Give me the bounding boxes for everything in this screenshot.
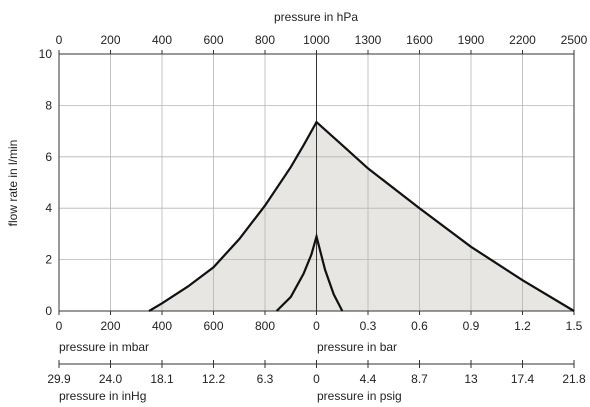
y-tick-label: 0 (45, 304, 52, 318)
inhg-tick-label: 6.3 (257, 372, 274, 386)
top-tick-label: 1000 (303, 33, 330, 47)
bar-tick-label: 1.2 (514, 319, 531, 333)
psig-tick-label: 4.4 (360, 372, 377, 386)
top-tick-label: 1300 (355, 33, 382, 47)
top-tick-label: 2500 (561, 33, 588, 47)
y-tick-label: 8 (45, 98, 52, 112)
psig-tick-label: 21.8 (562, 372, 586, 386)
mbar-tick-label: 600 (203, 319, 223, 333)
top-tick-label: 1900 (458, 33, 485, 47)
y-tick-label: 2 (45, 253, 52, 267)
inhg-tick-label: 24.0 (99, 372, 123, 386)
top-tick-label: 200 (100, 33, 120, 47)
mbar-axis-label: pressure in mbar (59, 340, 149, 354)
top-tick-label: 1600 (406, 33, 433, 47)
inhg-tick-label: 18.1 (150, 372, 174, 386)
psig-tick-label: 17.4 (511, 372, 535, 386)
operating-area (149, 122, 574, 311)
inner-flow-curve (275, 232, 344, 312)
y-axis-label: flow rate in l/min (6, 140, 20, 227)
inhg-tick-label: 12.2 (202, 372, 226, 386)
area-layer (149, 122, 574, 311)
mbar-tick-label: 200 (100, 319, 120, 333)
y-tick-label: 10 (39, 47, 53, 61)
top-tick-label: 2200 (509, 33, 536, 47)
frame-layer (58, 50, 575, 368)
inhg-tick-label: 0 (313, 372, 320, 386)
y-tick-label: 4 (45, 201, 52, 215)
mbar-tick-label: 400 (152, 319, 172, 333)
y-tick-label: 6 (45, 150, 52, 164)
top-axis-label: pressure in hPa (274, 10, 358, 24)
mbar-tick-label: 0 (313, 319, 320, 333)
bar-tick-label: 0.6 (411, 319, 428, 333)
curve-layer (148, 120, 575, 312)
inhg-tick-label: 29.9 (47, 372, 71, 386)
max-flow-curve (148, 120, 575, 312)
bar-axis-label: pressure in bar (317, 340, 397, 354)
bar-tick-label: 0.3 (360, 319, 377, 333)
top-tick-label: 600 (203, 33, 223, 47)
inhg-axis-label: pressure in inHg (59, 389, 146, 403)
psig-tick-label: 8.7 (411, 372, 428, 386)
top-tick-label: 800 (255, 33, 275, 47)
bar-tick-label: 1.5 (566, 319, 583, 333)
mbar-tick-label: 0 (56, 319, 63, 333)
mbar-tick-label: 800 (255, 319, 275, 333)
top-tick-label: 400 (152, 33, 172, 47)
psig-axis-label: pressure in psig (317, 389, 402, 403)
top-tick-label: 0 (56, 33, 63, 47)
bar-tick-label: 0.9 (463, 319, 480, 333)
psig-tick-label: 13 (464, 372, 478, 386)
